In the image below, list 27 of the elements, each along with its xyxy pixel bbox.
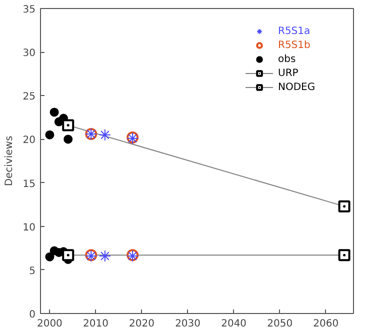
legend-label: URP bbox=[278, 67, 298, 79]
point bbox=[45, 252, 54, 262]
x-tick-label: 2020 bbox=[129, 318, 154, 329]
x-tick-label: 2040 bbox=[221, 318, 247, 329]
y-tick-label: 30 bbox=[22, 48, 36, 60]
x-tick-label: 2050 bbox=[267, 318, 293, 329]
legend-label: R5S1b bbox=[278, 39, 310, 51]
point bbox=[98, 250, 111, 262]
y-tick-label: 10 bbox=[22, 222, 36, 234]
y-tick-label: 0 bbox=[29, 310, 36, 320]
x-tick-label: 2060 bbox=[313, 318, 339, 329]
y-tick-label: 15 bbox=[22, 178, 36, 190]
point bbox=[50, 108, 59, 117]
y-tick-label: 35 bbox=[22, 4, 36, 16]
y-tick-label: 25 bbox=[22, 92, 36, 103]
legend-label: R5S1a bbox=[278, 25, 310, 37]
x-tick-label: 2010 bbox=[83, 318, 108, 329]
point bbox=[98, 128, 111, 141]
y-tick-label: 5 bbox=[29, 266, 36, 277]
y-axis-title: Deciviews bbox=[4, 136, 15, 186]
legend-label: NODEG bbox=[278, 81, 316, 93]
x-tick-label: 2030 bbox=[175, 318, 201, 329]
point bbox=[45, 130, 54, 140]
x-tick-label: 2000 bbox=[36, 318, 62, 329]
legend-label: obs bbox=[278, 53, 297, 65]
point bbox=[64, 134, 73, 144]
y-tick-label: 20 bbox=[22, 135, 36, 146]
